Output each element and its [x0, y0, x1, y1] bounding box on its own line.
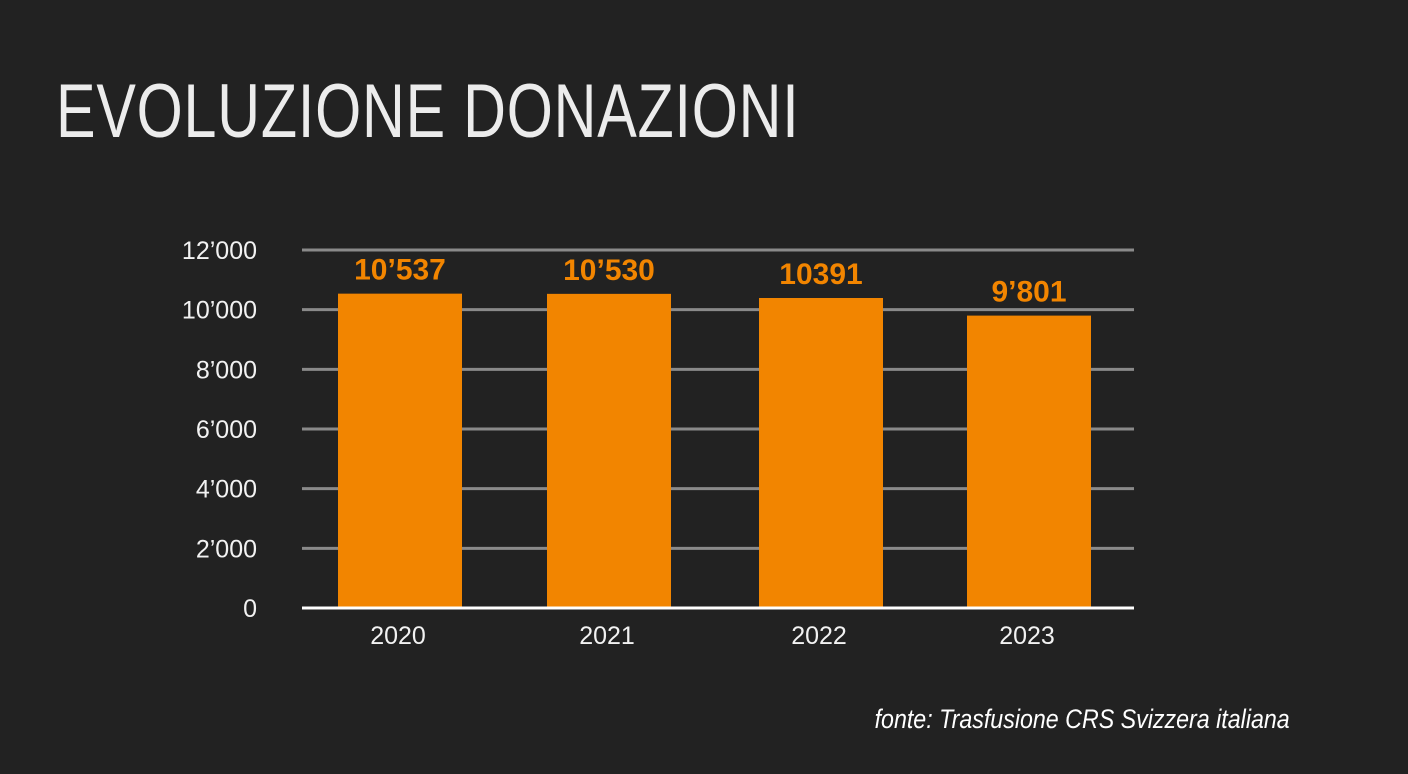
bar-2022: [759, 298, 883, 608]
bar-2023: [967, 315, 1091, 608]
bars: [338, 293, 1091, 608]
y-tick-label: 10’000: [182, 297, 257, 325]
axes: 0 2’000 4’000 6’000 8’000 10’000 12’000 2020 202…: [182, 237, 1134, 650]
bar-value-label: 10’537: [354, 254, 446, 287]
y-tick-label: 8’000: [196, 356, 257, 384]
y-tick-label: 6’000: [196, 416, 257, 444]
bar-2021: [547, 293, 671, 608]
bar-value-label: 10391: [779, 258, 862, 291]
x-tick-label: 2020: [370, 622, 426, 650]
y-tick-label: 2’000: [196, 535, 257, 563]
bar-2020: [338, 293, 462, 608]
x-tick-label: 2021: [579, 622, 635, 650]
x-tick-label: 2023: [999, 622, 1055, 650]
bar-value-label: 9’801: [991, 276, 1066, 309]
source-note: fonte: Trasfusione CRS Svizzera italiana: [874, 704, 1290, 734]
x-tick-label: 2022: [791, 622, 847, 650]
y-tick-label: 0: [243, 595, 257, 623]
chart-title: EVOLUZIONE DONAZIONI: [56, 69, 800, 154]
y-tick-label: 12’000: [182, 237, 257, 265]
bar-value-label: 10’530: [563, 254, 655, 287]
data-labels: 10’537 10’530 10391 9’801: [354, 254, 1066, 309]
y-tick-label: 4’000: [196, 476, 257, 504]
